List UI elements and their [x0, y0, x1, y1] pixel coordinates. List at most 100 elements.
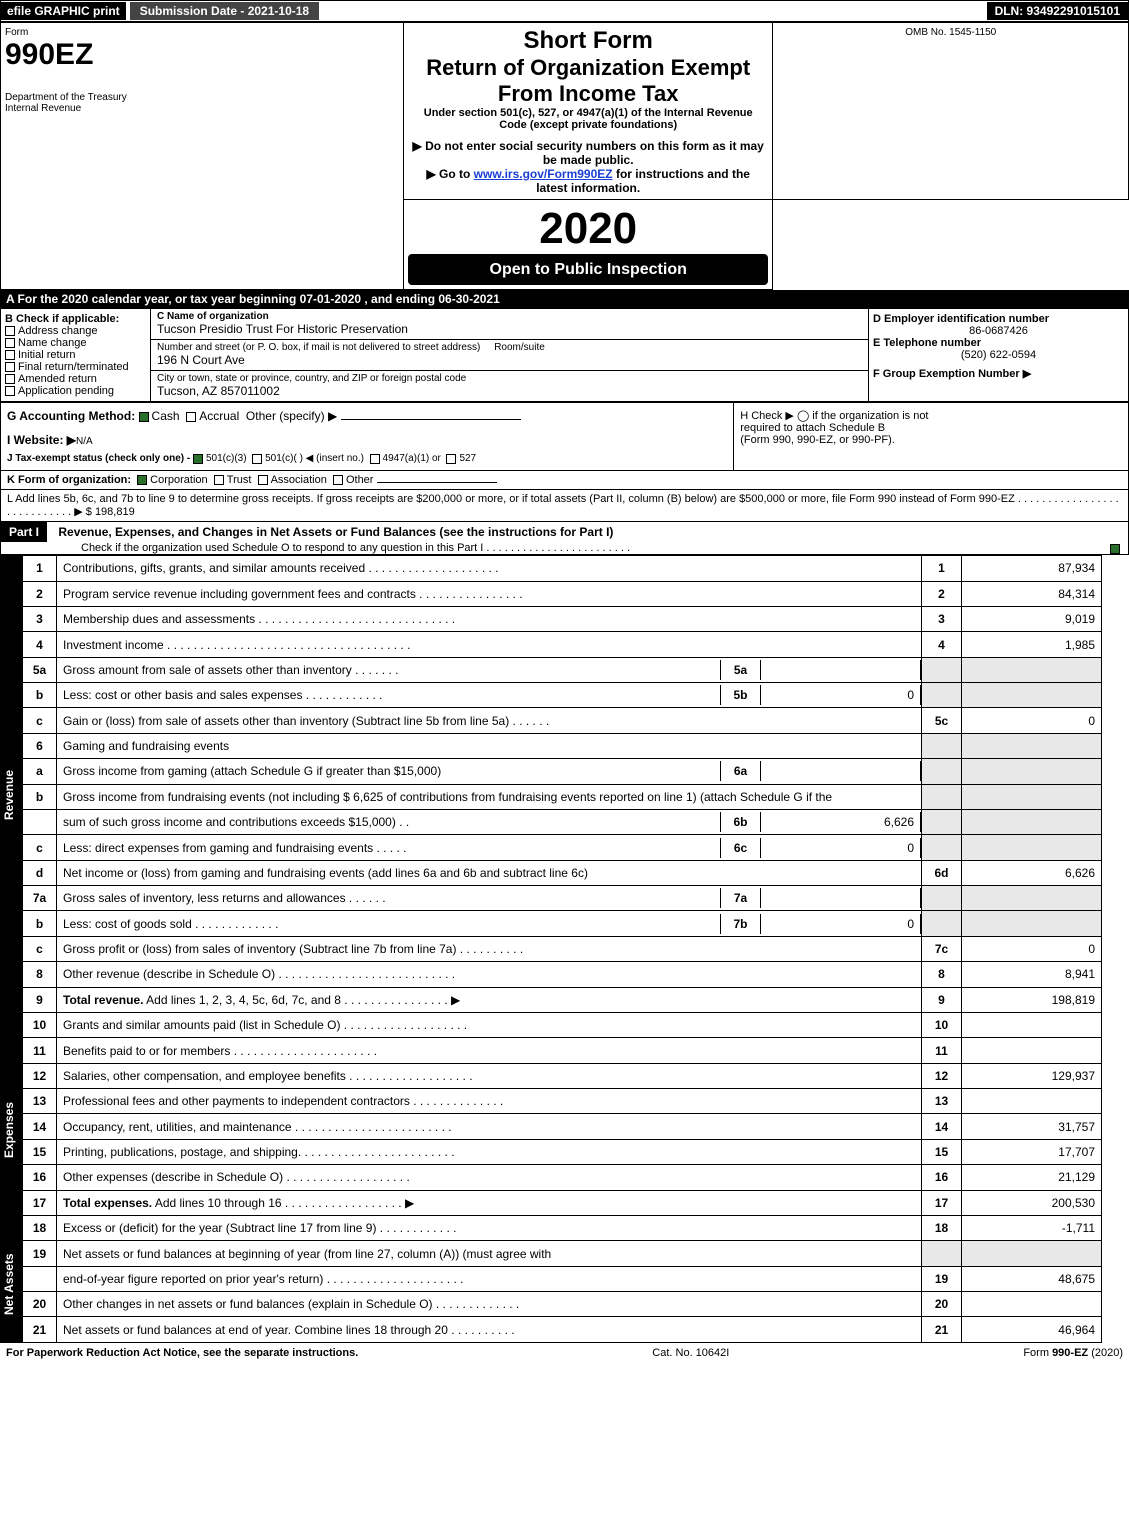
line-row: 13Professional fees and other payments t… [23, 1089, 1102, 1114]
line-desc: Less: cost of goods sold . . . . . . . .… [57, 911, 922, 936]
line-ref: 5c [922, 708, 962, 733]
line-ref: 8 [922, 962, 962, 987]
line-amount: 6,626 [962, 860, 1102, 885]
line-amount: 200,530 [962, 1190, 1102, 1215]
chk-501c[interactable] [252, 454, 262, 464]
chk-assoc[interactable] [258, 475, 268, 485]
line-number [23, 1266, 57, 1291]
phone-value: (520) 622-0594 [873, 349, 1124, 361]
city-label: City or town, state or province, country… [157, 373, 862, 384]
line-row: 8Other revenue (describe in Schedule O) … [23, 962, 1102, 987]
line-row: 19Net assets or fund balances at beginni… [23, 1241, 1102, 1266]
chk-accrual[interactable] [186, 412, 196, 422]
footer-mid: Cat. No. 10642I [652, 1347, 729, 1359]
line-desc: Total revenue. Add lines 1, 2, 3, 4, 5c,… [57, 987, 922, 1012]
form-label: Form [5, 27, 399, 38]
chk-address-change[interactable]: Address change [5, 325, 146, 337]
line-desc: Other expenses (describe in Schedule O) … [57, 1165, 922, 1190]
line-ref: 15 [922, 1139, 962, 1164]
line-desc: Printing, publications, postage, and shi… [57, 1139, 922, 1164]
line-ref: 7c [922, 936, 962, 961]
line-ref: 16 [922, 1165, 962, 1190]
line-number: b [23, 911, 57, 936]
line-amount: 9,019 [962, 606, 1102, 631]
line-row: 10Grants and similar amounts paid (list … [23, 1012, 1102, 1037]
section-h: H Check ▶ ◯ if the organization is not r… [734, 403, 1129, 471]
line-ref: 1 [922, 556, 962, 581]
chk-name-change[interactable]: Name change [5, 337, 146, 349]
line-desc: Gross profit or (loss) from sales of inv… [57, 936, 922, 961]
line-number: 18 [23, 1215, 57, 1240]
footer-left: For Paperwork Reduction Act Notice, see … [6, 1347, 358, 1359]
chk-trust[interactable] [214, 475, 224, 485]
line-row: 21Net assets or fund balances at end of … [23, 1317, 1102, 1343]
line-number: 10 [23, 1012, 57, 1037]
line-desc: Net assets or fund balances at beginning… [57, 1241, 922, 1266]
section-e-label: E Telephone number [873, 337, 981, 349]
line-row: bLess: cost of goods sold . . . . . . . … [23, 911, 1102, 936]
line-row: 16Other expenses (describe in Schedule O… [23, 1165, 1102, 1190]
line-amount: 21,129 [962, 1165, 1102, 1190]
city-value: Tucson, AZ 857011002 [157, 384, 862, 398]
line-row: aGross income from gaming (attach Schedu… [23, 759, 1102, 784]
line-number: 15 [23, 1139, 57, 1164]
side-netassets: Net Assets [0, 1225, 22, 1343]
line-amount: 17,707 [962, 1139, 1102, 1164]
line-number: 2 [23, 581, 57, 606]
line-number: 9 [23, 987, 57, 1012]
line-row: dNet income or (loss) from gaming and fu… [23, 860, 1102, 885]
section-c-label: C Name of organization [157, 311, 269, 322]
line-number: 16 [23, 1165, 57, 1190]
chk-final-return[interactable]: Final return/terminated [5, 361, 146, 373]
line-row: 6Gaming and fundraising events [23, 733, 1102, 758]
chk-501c3[interactable] [193, 454, 203, 464]
line-desc: Excess or (deficit) for the year (Subtra… [57, 1215, 922, 1240]
irs-link[interactable]: www.irs.gov/Form990EZ [474, 167, 613, 181]
top-bar: efile GRAPHIC print Submission Date - 20… [0, 0, 1129, 22]
line-amount [962, 1038, 1102, 1063]
line-row: sum of such gross income and contributio… [23, 809, 1102, 834]
line-number: c [23, 835, 57, 860]
side-expenses: Expenses [0, 1035, 22, 1225]
line-row: 20Other changes in net assets or fund ba… [23, 1292, 1102, 1317]
chk-corp[interactable] [137, 475, 147, 485]
line-desc: sum of such gross income and contributio… [57, 809, 922, 834]
line-number: d [23, 860, 57, 885]
chk-amended-return[interactable]: Amended return [5, 373, 146, 385]
lines-table: 1Contributions, gifts, grants, and simil… [22, 555, 1102, 1343]
chk-527[interactable] [446, 454, 456, 464]
chk-other-org[interactable] [333, 475, 343, 485]
line-desc: Gross sales of inventory, less returns a… [57, 886, 922, 911]
ghij-block: G Accounting Method: Cash Accrual Other … [0, 402, 1129, 471]
line-ref: 10 [922, 1012, 962, 1037]
open-public-badge: Open to Public Inspection [408, 254, 769, 285]
ein-value: 86-0687426 [873, 325, 1124, 337]
chk-application-pending[interactable]: Application pending [5, 385, 146, 397]
line-desc: Occupancy, rent, utilities, and maintena… [57, 1114, 922, 1139]
line-amount: 8,941 [962, 962, 1102, 987]
line-number [23, 809, 57, 834]
line-ref: 11 [922, 1038, 962, 1063]
chk-schedule-o[interactable] [1110, 544, 1120, 554]
line-desc: Salaries, other compensation, and employ… [57, 1063, 922, 1088]
line-desc: Investment income . . . . . . . . . . . … [57, 632, 922, 657]
addr-value: 196 N Court Ave [157, 353, 862, 367]
side-revenue: Revenue [0, 555, 22, 1035]
section-i: I Website: ▶N/A [7, 433, 727, 447]
id-block: B Check if applicable: Address change Na… [0, 308, 1129, 402]
line-row: bLess: cost or other basis and sales exp… [23, 683, 1102, 708]
chk-initial-return[interactable]: Initial return [5, 349, 146, 361]
chk-4947[interactable] [370, 454, 380, 464]
part1-label: Part I [1, 522, 47, 542]
section-f-label: F Group Exemption Number ▶ [873, 368, 1031, 380]
line-ref: 9 [922, 987, 962, 1012]
chk-cash[interactable] [139, 412, 149, 422]
line-desc: Less: direct expenses from gaming and fu… [57, 835, 922, 860]
line-row: 1Contributions, gifts, grants, and simil… [23, 556, 1102, 581]
efile-label: efile GRAPHIC print [1, 2, 126, 20]
line-desc: Gross income from gaming (attach Schedul… [57, 759, 922, 784]
section-l: L Add lines 5b, 6c, and 7b to line 9 to … [0, 490, 1129, 522]
line-desc: Gaming and fundraising events [57, 733, 922, 758]
line-amount: 87,934 [962, 556, 1102, 581]
section-j: J Tax-exempt status (check only one) - 5… [7, 453, 727, 464]
